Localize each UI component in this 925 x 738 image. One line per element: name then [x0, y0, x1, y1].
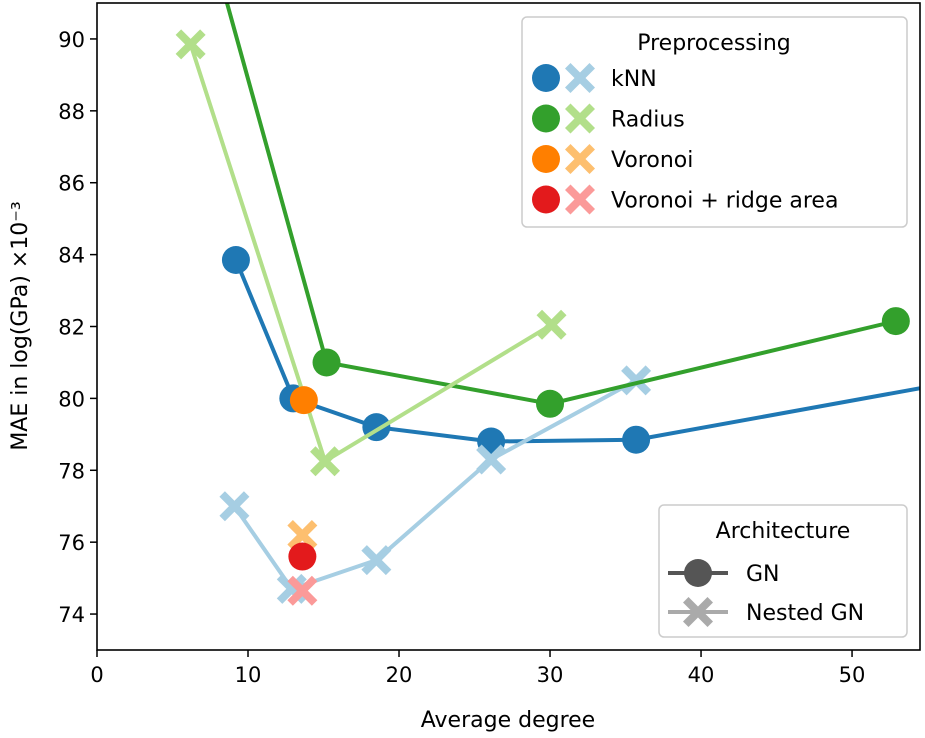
y-tick-label: 82 — [58, 316, 85, 340]
data-point-voronoi-nested-gn — [287, 519, 318, 550]
data-point-knn-nested-gn — [361, 545, 392, 576]
y-axis-label: MAE in log(GPa) ×10⁻³ — [8, 201, 33, 450]
x-tick-label: 50 — [839, 663, 866, 687]
series-line-radius-gn — [224, 3, 897, 406]
x-tick-label: 0 — [90, 663, 103, 687]
legend-nested-marker — [565, 184, 595, 215]
x-tick-label: 30 — [537, 663, 564, 687]
data-point-radius-nested-gn — [536, 309, 567, 340]
data-point-knn-nested-gn — [476, 444, 507, 475]
data-point-voronoi-ridge-area-gn — [288, 542, 317, 571]
axes: 0 10 20 30 40 50 74 76 78 80 82 84 86 88 90 — [58, 28, 865, 687]
data-point-radius-nested-gn — [310, 446, 341, 477]
y-tick-label: 90 — [58, 28, 85, 52]
data-point-knn-nested-gn — [621, 365, 652, 396]
legend-architecture-title: Architecture — [716, 519, 851, 544]
y-tick-label: 74 — [58, 603, 85, 627]
series-line-knn-gn — [234, 259, 920, 444]
legend-preprocessing: Preprocessing kNN Radius Voronoi Voronoi + … — [521, 16, 908, 228]
data-point-voronoi-ridge-area-nested-gn — [287, 575, 318, 606]
y-tick-label: 80 — [58, 387, 85, 411]
data-point-knn-nested-gn — [219, 491, 250, 522]
y-tick-label: 78 — [58, 459, 85, 483]
y-tick-label: 76 — [58, 531, 85, 555]
x-tick-label: 20 — [386, 663, 413, 687]
legend-marker — [683, 597, 713, 627]
y-tick-label: 84 — [58, 244, 85, 268]
legend-nested-marker — [565, 103, 595, 134]
legend-item-label: kNN — [611, 67, 657, 92]
data-point-voronoi-gn — [289, 386, 318, 415]
legend-marker — [684, 559, 712, 587]
plot-area — [175, 3, 920, 606]
data-point-radius-gn — [536, 389, 565, 418]
x-tick-label: 40 — [688, 663, 715, 687]
legend-nested-marker — [565, 144, 595, 174]
data-point-radius-gn — [881, 307, 910, 336]
x-tick-label: 10 — [235, 663, 262, 687]
x-axis-label: Average degree — [421, 708, 595, 733]
legend-item-label: Voronoi + ridge area — [611, 189, 838, 214]
data-point-knn-gn — [221, 246, 250, 275]
legend-gn-marker — [532, 104, 560, 133]
data-point-radius-gn — [312, 348, 341, 377]
legend-nested-marker — [565, 63, 595, 93]
legend-gn-marker — [532, 145, 560, 173]
data-point-radius-nested-gn — [175, 29, 206, 60]
y-tick-label: 88 — [58, 100, 85, 124]
legend-architecture: Architecture GN Nested GN — [658, 504, 908, 638]
legend-item-label: Voronoi — [611, 148, 693, 173]
y-tick-label: 86 — [58, 172, 85, 196]
legend-preprocessing-title: Preprocessing — [637, 31, 791, 56]
data-point-knn-gn — [622, 425, 651, 454]
legend-item-label: GN — [746, 562, 780, 587]
legend-gn-marker — [532, 64, 560, 92]
legend-item-label: Nested GN — [746, 601, 864, 626]
legend-item-label: Radius — [611, 108, 685, 133]
legend-gn-marker — [532, 185, 560, 214]
